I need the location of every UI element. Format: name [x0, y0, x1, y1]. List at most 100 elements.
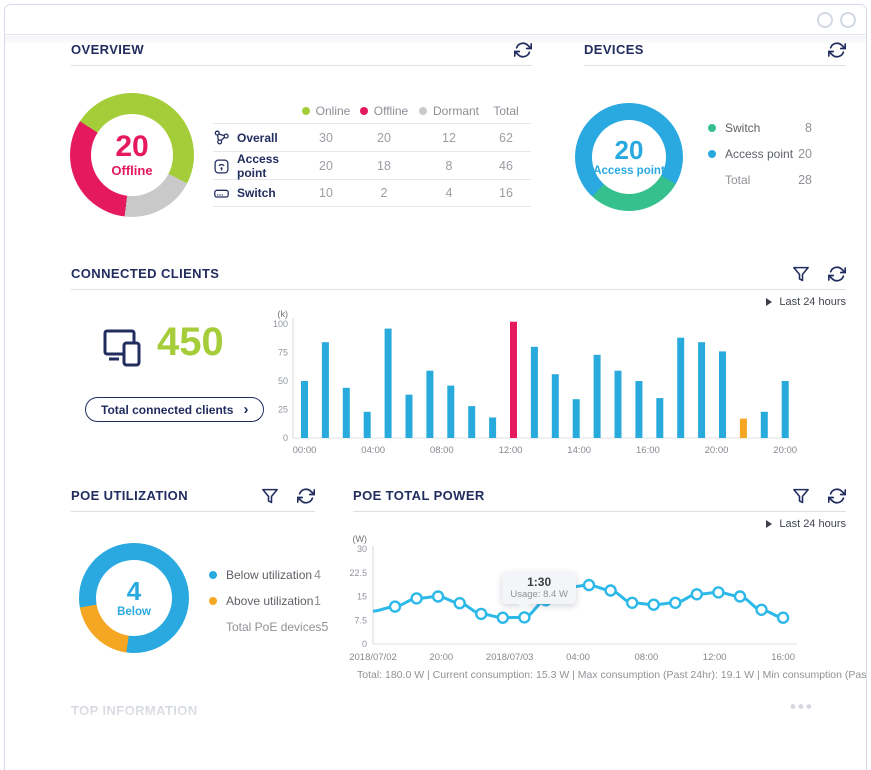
poe-legend: Below utilization 4 Above utilization 1 Tota…	[209, 562, 328, 640]
row-label: Overall	[213, 129, 301, 146]
poe-total-power-panel: POE TOTAL POWER Last 24 hours (W) 30 22.5 1…	[349, 486, 866, 696]
row-label: Switch	[213, 185, 301, 202]
more-menu-icon[interactable]: •••	[790, 697, 814, 716]
table-cell: 30	[319, 130, 333, 145]
window-control-icon[interactable]	[840, 12, 856, 28]
legend-item: Switch 8	[708, 115, 812, 141]
donut-center: 20 Offline	[70, 93, 194, 217]
bar	[572, 399, 580, 438]
refresh-icon[interactable]	[828, 265, 846, 283]
app-window: OVERVIEW 20 Offline Online Offline Dormant…	[4, 4, 867, 770]
connected-clients-count: 450	[157, 320, 224, 364]
svg-text:2018/07/02: 2018/07/02	[349, 652, 397, 663]
overview-header: OVERVIEW	[71, 40, 532, 66]
svg-text:(k): (k)	[278, 309, 289, 319]
legend-value: 4	[314, 568, 321, 582]
content-top-shade	[5, 36, 866, 45]
line-point	[776, 611, 790, 624]
legend-dot-icon	[359, 107, 368, 115]
line-point	[496, 611, 510, 624]
window-control-icon[interactable]	[817, 12, 833, 28]
period-selector[interactable]: Last 24 hours	[766, 518, 846, 530]
offline-label: Offline	[111, 163, 153, 178]
legend-label: Total	[725, 173, 751, 187]
svg-text:100: 100	[273, 319, 288, 329]
table-cell: 2	[380, 186, 388, 200]
bar	[551, 374, 559, 438]
tooltip-time: 1:30	[527, 575, 552, 590]
legend-dot-icon	[418, 107, 427, 115]
column-header: Online	[301, 104, 351, 118]
svg-text:7.5: 7.5	[354, 615, 367, 625]
period-selector[interactable]: Last 24 hours	[766, 296, 846, 308]
bar	[739, 418, 747, 438]
table-cell: 46	[499, 159, 513, 173]
svg-text:16:00: 16:00	[636, 445, 660, 456]
bar	[342, 387, 350, 438]
window-titlebar	[5, 5, 866, 35]
refresh-icon[interactable]	[514, 41, 532, 59]
poe-donut-chart: 4 Below	[79, 543, 189, 653]
svg-text:(W): (W)	[353, 534, 368, 544]
row-label: Access point	[213, 152, 301, 180]
bar	[510, 321, 517, 438]
table-cell: 10	[319, 186, 333, 200]
bar	[405, 394, 413, 438]
svg-text:2018/07/03: 2018/07/03	[486, 652, 534, 663]
svg-text:20:00: 20:00	[705, 445, 729, 456]
filter-icon[interactable]	[792, 265, 810, 283]
poe-stats: Total: 180.0 W | Current consumption: 15…	[357, 669, 867, 681]
table-cell: 20	[319, 159, 333, 173]
poe-line-chart: (W)30 22.5 15 7.5 0 2018/07/02 20:00 2018/07/03…	[349, 534, 797, 663]
line-point	[410, 592, 423, 605]
column-header: Dormant	[417, 104, 481, 118]
poe-total-power-title: POE TOTAL POWER	[353, 488, 485, 503]
svg-text:50: 50	[278, 376, 288, 386]
filter-icon[interactable]	[792, 487, 810, 505]
overview-table: Online Offline Dormant Total Overall 30 20 12 62…	[213, 99, 531, 207]
legend-label: Total PoE devices	[226, 620, 322, 634]
poe-utilization-panel: POE UTILIZATION 4 Below Below utilizatio…	[71, 486, 328, 676]
legend-value: 28	[798, 173, 812, 187]
legend-label: Below utilization	[226, 568, 313, 582]
line-point	[712, 586, 725, 599]
bar	[656, 398, 664, 438]
total-connected-clients-button[interactable]: Total connected clients ›	[85, 397, 265, 422]
bar	[677, 337, 685, 438]
button-label: Total connected clients	[101, 402, 234, 417]
table-cell: 20	[377, 130, 391, 145]
svg-text:12:00: 12:00	[499, 445, 523, 456]
legend-value: 8	[805, 121, 812, 135]
svg-text:04:00: 04:00	[361, 445, 385, 456]
refresh-icon[interactable]	[828, 41, 846, 59]
poe-total-power-header: POE TOTAL POWER	[353, 486, 846, 512]
legend-label: Switch	[725, 121, 761, 135]
devices-legend: Switch 8 Access point 20 Total 28	[708, 115, 812, 193]
overview-panel: OVERVIEW 20 Offline Online Offline Dormant…	[70, 40, 532, 255]
legend-label: Above utilization	[226, 594, 314, 608]
bar	[468, 406, 476, 438]
line-point	[626, 596, 639, 610]
donut-hole	[592, 120, 666, 194]
filter-icon[interactable]	[261, 487, 279, 505]
refresh-icon[interactable]	[828, 487, 846, 505]
access-point-label: Access point	[593, 165, 665, 177]
offline-count: 20	[115, 130, 149, 163]
table-header-row: Online Offline Dormant Total	[213, 99, 531, 123]
refresh-icon[interactable]	[297, 487, 315, 505]
bar	[719, 351, 726, 438]
poe-utilization-title: POE UTILIZATION	[71, 488, 188, 503]
overview-donut-chart: 20 Offline	[70, 93, 194, 217]
svg-text:30: 30	[357, 544, 367, 554]
legend-item: Access point 20	[708, 141, 812, 167]
table-row: Overall 30 20 12 62	[213, 123, 531, 151]
svg-text:0: 0	[283, 433, 288, 443]
legend-dot-icon	[708, 150, 716, 158]
svg-text:20:00: 20:00	[429, 652, 453, 663]
bar	[530, 346, 538, 438]
triangle-right-icon	[766, 298, 773, 306]
bar	[635, 381, 643, 438]
bar	[321, 342, 329, 438]
devices-donut-chart: 20 Access point	[575, 103, 683, 211]
